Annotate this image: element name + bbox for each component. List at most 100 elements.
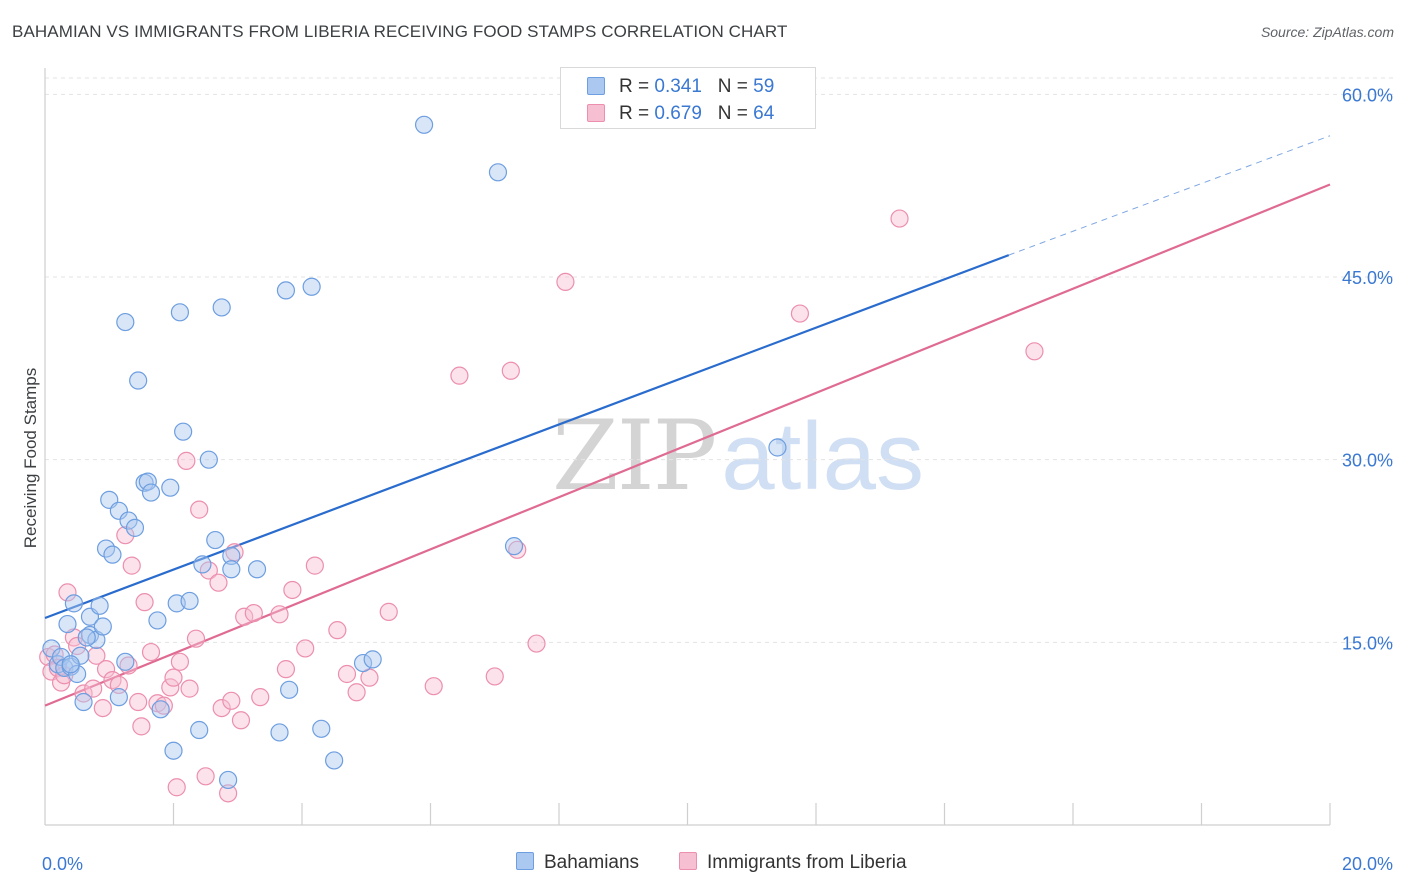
bahamian-point xyxy=(193,555,212,574)
bahamian-point xyxy=(64,594,84,613)
trend-lines xyxy=(44,135,1331,707)
liberia-point xyxy=(141,642,161,662)
liberia-point xyxy=(1025,342,1044,361)
watermark-atlas: atlas xyxy=(721,403,924,510)
bahamian-point xyxy=(363,650,382,669)
bahamian-point xyxy=(190,720,209,740)
series-swatch-liberia xyxy=(679,852,697,870)
series-label-bahamians: Bahamians xyxy=(544,852,640,873)
bahamian-point xyxy=(93,617,112,636)
source-credit: Source: ZipAtlas.com xyxy=(1260,24,1394,40)
legend-swatch-liberia xyxy=(587,104,605,122)
liberia-point xyxy=(347,683,366,702)
liberia-point xyxy=(305,556,324,575)
bahamian-point xyxy=(199,450,218,469)
liberia-point xyxy=(209,573,228,592)
x-tick-label: 20.0% xyxy=(1342,854,1393,874)
bahamian-point xyxy=(270,723,289,742)
legend-r-label: R = xyxy=(619,103,650,124)
bahamian-point xyxy=(206,530,225,550)
liberia-point xyxy=(222,691,241,710)
legend-r-value: 0.341 xyxy=(654,76,702,97)
liberia-point xyxy=(186,629,206,648)
bahamian-point xyxy=(219,770,238,790)
watermark: ZIPatlas xyxy=(552,400,924,512)
bahamian-point xyxy=(74,692,93,712)
chart-title: BAHAMIAN VS IMMIGRANTS FROM LIBERIA RECE… xyxy=(12,22,788,41)
liberia-point xyxy=(231,711,251,730)
bahamian-point xyxy=(302,277,321,296)
legend-n-value: 59 xyxy=(753,76,775,97)
liberia-point xyxy=(337,664,357,684)
bahamian-point xyxy=(222,560,241,579)
liberia-point xyxy=(235,607,254,626)
bahamian-point xyxy=(325,751,344,770)
liberia-point xyxy=(450,366,469,385)
bahamian-point xyxy=(109,501,128,520)
liberia-point xyxy=(270,605,289,624)
x-tick-label: 0.0% xyxy=(42,854,83,874)
series-label-liberia: Immigrants from Liberia xyxy=(707,852,907,873)
liberia-trend-line xyxy=(44,183,1331,707)
liberia-point xyxy=(167,778,186,797)
liberia-point xyxy=(164,668,183,687)
liberia-point xyxy=(501,361,520,380)
liberia-point xyxy=(135,593,154,612)
liberia-point xyxy=(212,698,231,718)
liberia-point xyxy=(296,639,315,658)
liberia-point xyxy=(129,692,148,712)
y-axis-label: Receiving Food Stamps xyxy=(21,368,40,548)
liberia-point xyxy=(244,604,263,623)
bahamian-point xyxy=(61,655,80,674)
bahamian-point xyxy=(414,115,434,134)
y-tick-label: 30.0% xyxy=(1342,451,1393,471)
liberia-point xyxy=(485,667,504,686)
liberia-point xyxy=(116,526,135,545)
grid-lines xyxy=(45,77,1393,643)
y-tick-label: 45.0% xyxy=(1342,268,1393,288)
series-swatch-bahamians xyxy=(516,852,534,870)
liberia-point xyxy=(219,784,238,803)
bahamians-trend-extension xyxy=(1008,135,1331,256)
bahamian-point xyxy=(170,303,190,322)
liberia-point xyxy=(122,556,141,575)
bahamian-point xyxy=(212,298,231,317)
bahamian-point xyxy=(164,741,183,760)
bahamian-point xyxy=(116,652,135,671)
bahamian-point xyxy=(125,518,145,537)
series-legend-bahamians: Bahamians xyxy=(516,852,639,874)
tick-labels: 15.0% 30.0% 45.0% 60.0% 0.0% 20.0% Receiving F… xyxy=(21,85,1393,874)
y-tick-label: 15.0% xyxy=(1342,633,1393,653)
bahamian-point xyxy=(151,700,170,719)
watermark-zip: ZIP xyxy=(552,400,717,512)
bahamian-point xyxy=(103,545,122,564)
legend-r-label: R = xyxy=(619,76,650,97)
bahamians-trend-line xyxy=(44,254,1010,620)
liberia-point xyxy=(96,660,116,679)
bahamian-point xyxy=(222,546,241,565)
liberia-point xyxy=(251,688,270,707)
bahamian-point xyxy=(488,163,508,182)
bahamian-point xyxy=(280,680,299,699)
legend-n-label: N = xyxy=(717,103,748,124)
bahamian-point xyxy=(138,472,157,491)
bahamian-point xyxy=(109,688,128,707)
correlation-legend: R = 0.341 N = 59 R = 0.679 N = 64 xyxy=(560,67,816,129)
bahamian-point xyxy=(161,478,180,497)
bahamian-point xyxy=(51,647,71,667)
liberia-point xyxy=(132,717,151,736)
liberia-point xyxy=(790,304,810,323)
bahamian-point xyxy=(141,483,161,502)
liberia-point xyxy=(890,209,909,228)
legend-r-value: 0.679 xyxy=(654,103,702,124)
liberia-point xyxy=(84,679,103,698)
legend-n-label: N = xyxy=(717,76,748,97)
liberia-point xyxy=(58,583,77,602)
legend-n-value: 64 xyxy=(753,103,775,124)
bahamian-point xyxy=(90,596,109,615)
liberia-point xyxy=(87,646,106,665)
bahamian-point xyxy=(276,281,296,300)
bahamian-point xyxy=(68,664,87,684)
liberia-point xyxy=(283,580,302,600)
